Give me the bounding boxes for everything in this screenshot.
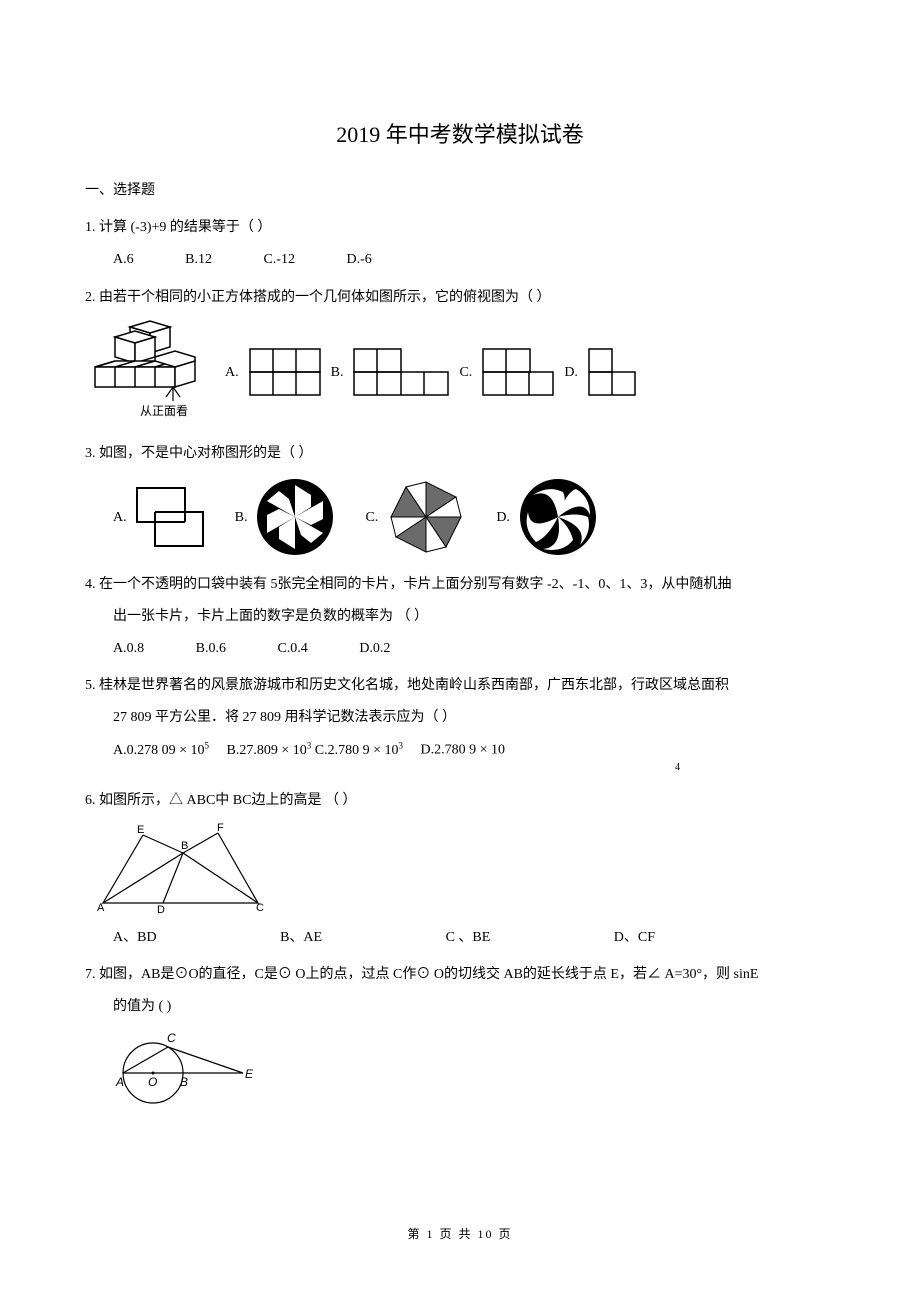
q1-opt-b: B.12 — [185, 250, 212, 270]
q2-text: 2. 由若干个相同的小正方体搭成的一个几何体如图所示，它的俯视图为（ ） — [85, 288, 835, 308]
q5-line1: 5. 桂林是世界著名的风景旅游城市和历史文化名城，地处南岭山系西南部，广西东北部… — [85, 676, 835, 696]
section-heading: 一、选择题 — [85, 181, 835, 201]
q3-text: 3. 如图，不是中心对称图形的是（ ） — [85, 444, 835, 464]
svg-text:E: E — [137, 824, 144, 836]
question-3: 3. 如图，不是中心对称图形的是（ ） A. B. — [85, 444, 835, 558]
q2-opt-b-fig — [353, 348, 449, 396]
q7-line1: 7. 如图，AB是⊙O的直径，C是⊙ O上的点，过点 C作⊙ O的切线交 AB的… — [85, 965, 835, 985]
question-6: 6. 如图所示，△ ABC中 BC边上的高是 （ ） A C D B E F — [85, 791, 835, 947]
q2-opt-d-fig — [588, 348, 636, 396]
q6-opt-a: A、BD — [113, 928, 157, 948]
q2-figures: 从正面看 A. B. C. — [85, 319, 835, 426]
q2-opt-a-label: A. — [225, 363, 239, 383]
svg-text:O: O — [148, 1075, 157, 1089]
q3-opt-d-fig — [518, 477, 598, 557]
svg-text:A: A — [97, 902, 105, 913]
q3-figures: A. B. — [85, 477, 835, 557]
q6-figure: A C D B E F — [93, 823, 835, 920]
q2-opt-d-label: D. — [564, 363, 578, 383]
q2-opt-b-label: B. — [331, 363, 344, 383]
q4-opt-d: D.0.2 — [359, 639, 390, 659]
svg-text:C: C — [167, 1031, 176, 1045]
q3-opt-c-label: C. — [365, 508, 378, 528]
q1-opt-a: A.6 — [113, 250, 134, 270]
question-1: 1. 计算 (-3)+9 的结果等于（ ） A.6 B.12 C.-12 D.-… — [85, 218, 835, 269]
svg-text:B: B — [181, 840, 188, 852]
q5-line2: 27 809 平方公里．将 27 809 用科学记数法表示应为（ ） — [85, 708, 835, 728]
question-7: 7. 如图，AB是⊙O的直径，C是⊙ O上的点，过点 C作⊙ O的切线交 AB的… — [85, 965, 835, 1115]
q3-opt-a-fig — [135, 486, 205, 548]
q5-opt-c: C.2.780 9 × 103 — [315, 743, 403, 758]
q3-opt-b-label: B. — [235, 508, 248, 528]
q4-line1: 4. 在一个不透明的口袋中装有 5张完全相同的卡片，卡片上面分别写有数字 -2、… — [85, 575, 835, 595]
svg-text:C: C — [256, 902, 264, 913]
svg-text:D: D — [157, 904, 165, 913]
q1-opt-d: D.-6 — [346, 250, 371, 270]
q7-figure: A B C E O — [113, 1028, 835, 1115]
question-2: 2. 由若干个相同的小正方体搭成的一个几何体如图所示，它的俯视图为（ ） — [85, 288, 835, 426]
q4-opt-c: C.0.4 — [277, 639, 307, 659]
q6-opt-d: D、CF — [614, 928, 655, 948]
q5-opt-d-sub: 4 — [675, 761, 680, 775]
q1-options: A.6 B.12 C.-12 D.-6 — [85, 250, 835, 270]
q3-opt-d-label: D. — [496, 508, 510, 528]
q6-opt-c: C 、BE — [446, 928, 491, 948]
q3-opt-b-fig — [255, 477, 335, 557]
svg-text:B: B — [180, 1075, 188, 1089]
svg-text:F: F — [217, 823, 224, 834]
question-5: 5. 桂林是世界著名的风景旅游城市和历史文化名城，地处南岭山系西南部，广西东北部… — [85, 676, 835, 773]
q5-opt-a: A.0.278 09 × 105 — [113, 743, 209, 758]
q2-opt-c-label: C. — [459, 363, 472, 383]
q4-options: A.0.8 B.0.6 C.0.4 D.0.2 — [85, 639, 835, 659]
q2-opt-a-fig — [249, 348, 321, 396]
page-title: 2019 年中考数学模拟试卷 — [85, 120, 835, 151]
q2-solid: 从正面看 — [85, 319, 215, 426]
question-4: 4. 在一个不透明的口袋中装有 5张完全相同的卡片，卡片上面分别写有数字 -2、… — [85, 575, 835, 658]
q5-options: A.0.278 09 × 105 B.27.809 × 103 C.2.780 … — [85, 739, 835, 773]
q4-opt-b: B.0.6 — [196, 639, 226, 659]
q6-text: 6. 如图所示，△ ABC中 BC边上的高是 （ ） — [85, 791, 835, 811]
q6-opt-b: B、AE — [280, 928, 322, 948]
q1-text: 1. 计算 (-3)+9 的结果等于（ ） — [85, 218, 835, 238]
q1-opt-c: C.-12 — [263, 250, 295, 270]
q2-opt-c-fig — [482, 348, 554, 396]
q7-line2: 的值为 ( ) — [85, 997, 835, 1017]
svg-text:E: E — [245, 1067, 254, 1081]
q5-opt-b: B.27.809 × 103 — [227, 743, 312, 758]
page-footer: 第 1 页 共 10 页 — [0, 1226, 920, 1243]
q3-opt-a-label: A. — [113, 508, 127, 528]
q4-line2: 出一张卡片，卡片上面的数字是负数的概率为 （ ） — [85, 607, 835, 627]
q2-front-label: 从正面看 — [140, 404, 188, 418]
q6-options: A、BD B、AE C 、BE D、CF — [85, 928, 835, 948]
q5-opt-d: D.2.780 9 × 10 — [420, 743, 505, 758]
q4-opt-a: A.0.8 — [113, 639, 144, 659]
svg-text:A: A — [115, 1075, 124, 1089]
q3-opt-c-fig — [386, 477, 466, 557]
